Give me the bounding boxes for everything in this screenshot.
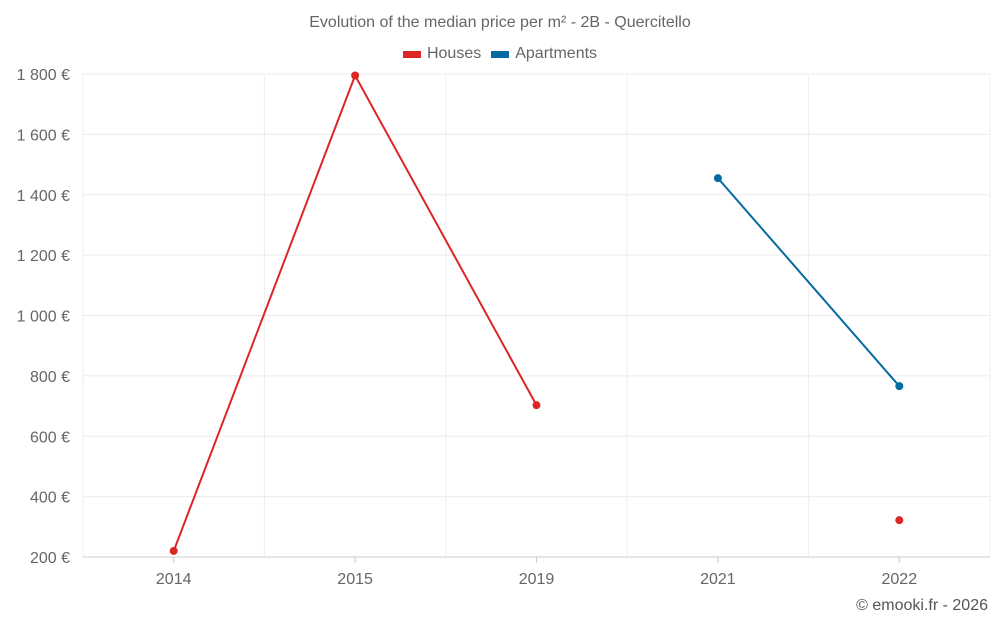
- y-tick-label: 600 €: [30, 429, 70, 446]
- y-tick-label: 200 €: [30, 550, 70, 567]
- point-apartments-2022: [895, 382, 904, 391]
- y-tick-label: 800 €: [30, 369, 70, 386]
- copyright-credit: © emooki.fr - 2026: [856, 597, 988, 614]
- point-houses-2019: [532, 401, 541, 410]
- legend-item-houses[interactable]: Houses: [402, 45, 482, 63]
- point-houses-2022: [895, 516, 904, 525]
- legend-swatch-houses: [402, 50, 421, 58]
- y-tick-label: 1 600 €: [17, 127, 70, 144]
- line-apartments: [717, 177, 901, 387]
- point-houses-2014: [169, 546, 178, 555]
- point-houses-2015: [351, 71, 360, 80]
- y-tick-label: 1 200 €: [17, 248, 70, 265]
- legend-label-houses: Houses: [426, 45, 482, 62]
- legend-swatch-apartments: [491, 50, 510, 58]
- x-tick-label: 2015: [337, 571, 373, 588]
- y-tick-label: 1 800 €: [17, 67, 70, 84]
- x-tick-label: 2022: [882, 571, 918, 588]
- y-tick-label: 1 000 €: [17, 309, 70, 326]
- x-tick-label: 2021: [700, 571, 736, 588]
- line-houses: [172, 73, 538, 552]
- x-tick-label: 2014: [156, 571, 192, 588]
- legend: Houses Apartments: [0, 45, 1000, 63]
- legend-label-apartments: Apartments: [515, 45, 598, 62]
- y-tick-label: 1 400 €: [17, 188, 70, 205]
- x-tick-label: 2019: [519, 571, 555, 588]
- legend-item-apartments[interactable]: Apartments: [491, 45, 597, 63]
- y-tick-label: 400 €: [30, 490, 70, 507]
- chart-title: Evolution of the median price per m² - 2…: [309, 14, 691, 31]
- point-apartments-2021: [713, 174, 722, 183]
